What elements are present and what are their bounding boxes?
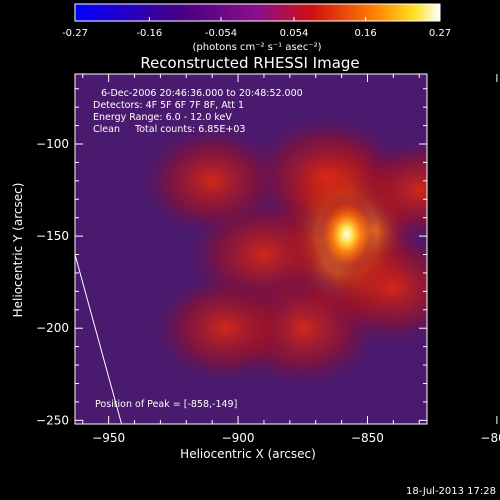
colorbar-tick-label: 0.27 — [429, 28, 451, 39]
y-tick-label: −150 — [36, 229, 69, 243]
x-tick-label: −850 — [351, 431, 384, 445]
x-tick-label: −800 — [480, 431, 500, 445]
annotation-clean-counts: Clean Total counts: 6.85E+03 — [93, 124, 245, 135]
y-tick-label: −200 — [36, 321, 69, 335]
limb-line — [75, 254, 123, 424]
y-tick-label: −100 — [36, 137, 69, 151]
chart-title: Reconstructed RHESSI Image — [140, 54, 359, 72]
image-plot: −950 −900 −850 −800 −100 −150 −200 −250 — [36, 73, 500, 445]
colorbar-tick-label: -0.27 — [62, 28, 88, 39]
x-tick-label: −900 — [222, 431, 255, 445]
annotation-detectors: Detectors: 4F 5F 6F 7F 8F, Att 1 — [93, 100, 244, 111]
colorbar-tick-label: -0.054 — [205, 28, 237, 39]
annotation-time-range: 6-Dec-2006 20:46:36.000 to 20:48:52.000 — [101, 88, 303, 99]
x-tick-label: −950 — [92, 431, 125, 445]
colorbar: -0.27 -0.16 -0.054 0.054 0.16 0.27 (photons c… — [62, 3, 451, 53]
annotation-block: 6-Dec-2006 20:46:36.000 to 20:48:52.000 … — [93, 88, 303, 135]
colorbar-tick-label: 0.16 — [355, 28, 377, 39]
colorbar-gradient — [74, 3, 441, 22]
x-axis-label: Heliocentric X (arcsec) — [180, 447, 316, 461]
emission-source — [153, 272, 298, 384]
plot-frame — [74, 73, 428, 425]
date-stamp: 18-Jul-2013 17:28 — [405, 486, 496, 497]
colorbar-tick-label: -0.16 — [136, 28, 162, 39]
peak-position-label: Position of Peak = [-858,-149] — [95, 399, 237, 410]
y-axis-label: Heliocentric Y (arcsec) — [11, 183, 25, 318]
y-tick-label: −250 — [36, 413, 69, 427]
annotation-energy-range: Energy Range: 6.0 - 12.0 keV — [93, 112, 232, 123]
colorbar-tick-label: 0.054 — [280, 28, 309, 39]
colorbar-units-label: (photons cm⁻² s⁻¹ asec⁻²) — [192, 42, 321, 53]
emission-source — [140, 125, 285, 237]
peak-core — [315, 192, 378, 276]
